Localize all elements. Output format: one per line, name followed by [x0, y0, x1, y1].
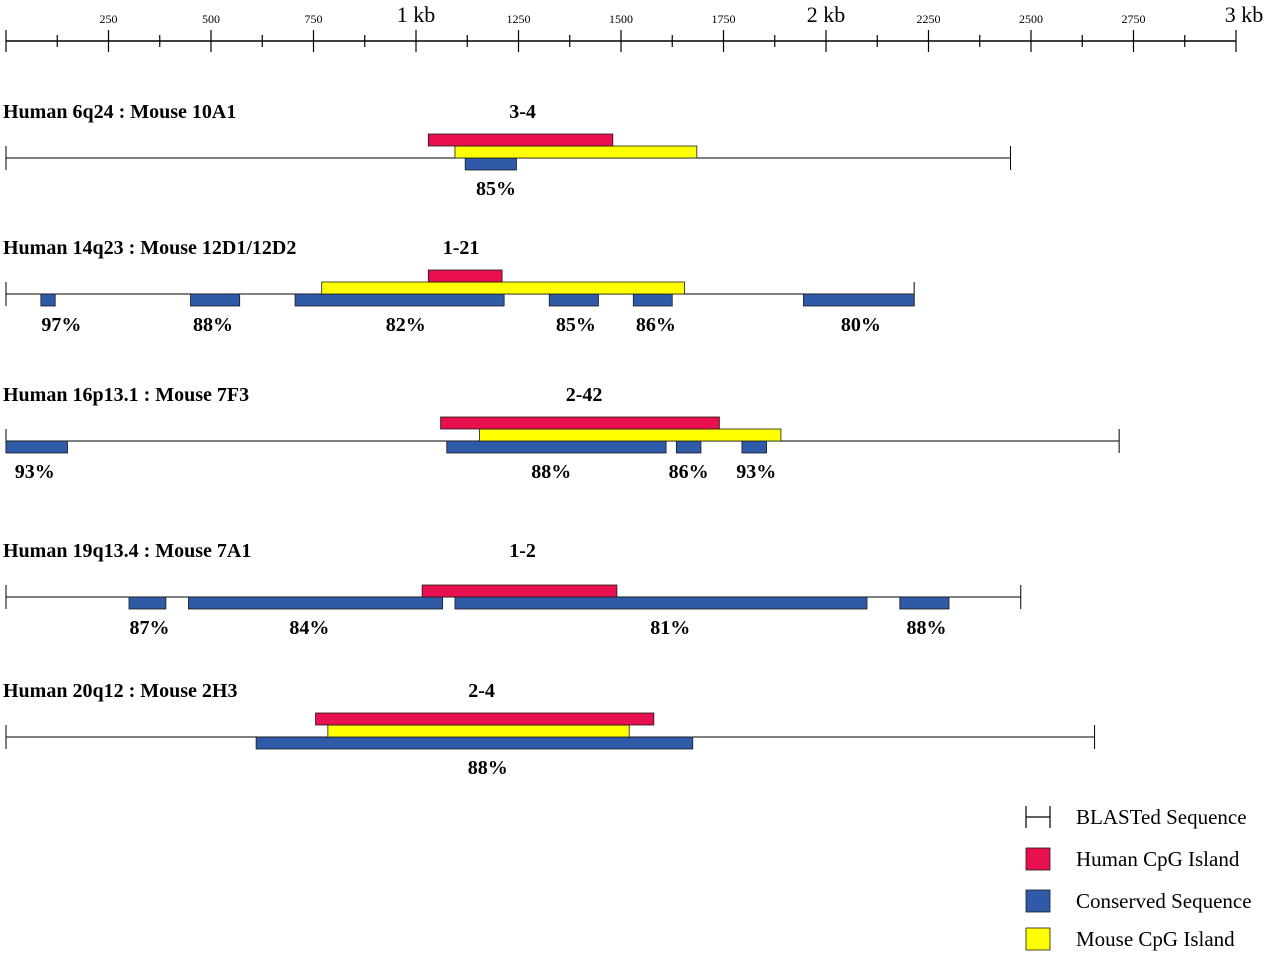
row-title: Human 19q13.4 : Mouse 7A1: [3, 540, 251, 562]
conserved-sequence-bar: [190, 293, 241, 307]
percent-identity-label: 88%: [531, 461, 571, 483]
conserved-sequence-bar: [294, 293, 505, 307]
conserved-sequence-bar: [5, 440, 68, 454]
percent-identity-label: 93%: [15, 461, 55, 483]
legend-item: Mouse CpG Island: [1025, 927, 1235, 951]
conserved-sequence-bar: [899, 596, 950, 610]
legend-mouse-cpg-swatch: [1025, 927, 1051, 951]
legend-human-cpg-swatch: [1025, 847, 1051, 871]
human-cpg-island-bar: [427, 269, 503, 283]
percent-identity-label: 81%: [650, 617, 690, 639]
conserved-sequence-bar: [741, 440, 767, 454]
legend-item: Conserved Sequence: [1025, 889, 1252, 913]
row-title: Human 6q24 : Mouse 10A1: [3, 101, 236, 123]
mouse-cpg-island-bar: [327, 724, 630, 738]
legend-item: Human CpG Island: [1025, 847, 1240, 871]
conserved-sequence-bar: [548, 293, 599, 307]
conserved-sequence-bar: [803, 293, 915, 307]
row-title: Human 20q12 : Mouse 2H3: [3, 680, 237, 702]
human-cpg-island-bar: [421, 584, 618, 598]
axis-kb-label: 2 kb: [807, 2, 846, 27]
axis-tick-label: 250: [100, 12, 118, 26]
locus-row: Human 20q12 : Mouse 2H3 2-4 88%: [3, 680, 1096, 779]
percent-identity-label: 88%: [906, 617, 946, 639]
cluster-label: 1-2: [509, 540, 536, 562]
conserved-sequence-bar: [40, 293, 56, 307]
axis-tick-label: 500: [202, 12, 220, 26]
percent-identity-label: 85%: [556, 314, 596, 336]
axis-tick-label: 750: [305, 12, 323, 26]
row-title: Human 14q23 : Mouse 12D1/12D2: [3, 237, 296, 259]
legend-conserved-swatch: [1025, 889, 1051, 913]
locus-row: Human 6q24 : Mouse 10A1 3-4 85%: [3, 101, 1011, 200]
conserved-sequence-bar: [128, 596, 167, 610]
conserved-sequence-bar: [255, 736, 694, 750]
conserved-sequence-bar: [188, 596, 444, 610]
conserved-sequence-bar: [464, 157, 517, 171]
cluster-label: 1-21: [443, 237, 480, 259]
cluster-label: 2-4: [468, 680, 495, 702]
conserved-sequence-bar: [632, 293, 673, 307]
conserved-sequence-bar: [454, 596, 868, 610]
locus-row: Human 16p13.1 : Mouse 7F3 2-42 93% 88% 86% 93…: [3, 384, 1120, 483]
percent-identity-label: 82%: [386, 314, 426, 336]
percent-identity-label: 85%: [476, 178, 516, 200]
axis-tick-label: 1500: [609, 12, 633, 26]
axis-tick-label: 2250: [917, 12, 941, 26]
percent-identity-label: 88%: [468, 757, 508, 779]
conserved-sequence-bar: [446, 440, 667, 454]
row-title: Human 16p13.1 : Mouse 7F3: [3, 384, 249, 406]
human-cpg-island-bar: [440, 416, 720, 430]
percent-identity-label: 97%: [41, 314, 81, 336]
cluster-label: 3-4: [509, 101, 536, 123]
legend-label: Human CpG Island: [1076, 847, 1240, 871]
legend: BLASTed Sequence Human CpG Island Conserve…: [1025, 805, 1252, 951]
percent-identity-label: 93%: [736, 461, 776, 483]
cluster-label: 2-42: [566, 384, 603, 406]
mouse-cpg-island-bar: [321, 281, 685, 295]
axis-tick-label: 1250: [507, 12, 531, 26]
percent-identity-label: 88%: [193, 314, 233, 336]
locus-row: Human 19q13.4 : Mouse 7A1 1-2 87% 84% 81% 88%: [3, 540, 1022, 639]
legend-label: BLASTed Sequence: [1076, 805, 1247, 829]
percent-identity-label: 80%: [841, 314, 881, 336]
percent-identity-label: 84%: [289, 617, 329, 639]
percent-identity-label: 86%: [669, 461, 709, 483]
axis-tick-label: 2750: [1122, 12, 1146, 26]
human-cpg-island-bar: [427, 133, 614, 147]
percent-identity-label: 86%: [636, 314, 676, 336]
axis-tick-label: 2500: [1019, 12, 1043, 26]
locus-row: Human 14q23 : Mouse 12D1/12D2 1-21 97% 88% 8…: [3, 237, 915, 336]
kb-scale-axis: 250 500 750 1250 1500 1750 2250 2500 2750 1 kb 2 k…: [5, 2, 1264, 52]
legend-item: BLASTed Sequence: [1025, 805, 1247, 829]
locus-rows: Human 6q24 : Mouse 10A1 3-485%Human 14q23…: [3, 101, 1120, 779]
legend-label: Conserved Sequence: [1076, 889, 1252, 913]
mouse-cpg-island-bar: [454, 145, 698, 159]
human-cpg-island-bar: [315, 712, 655, 726]
axis-kb-label: 1 kb: [397, 2, 436, 27]
percent-identity-label: 87%: [130, 617, 170, 639]
conserved-sequence-bar: [675, 440, 702, 454]
legend-label: Mouse CpG Island: [1076, 927, 1235, 951]
mouse-cpg-island-bar: [479, 428, 782, 442]
axis-kb-label: 3 kb: [1225, 2, 1264, 27]
axis-tick-label: 1750: [712, 12, 736, 26]
